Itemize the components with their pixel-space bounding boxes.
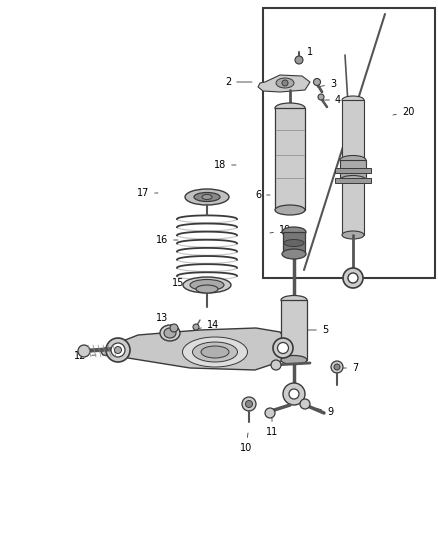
Text: 6: 6 xyxy=(255,190,270,200)
Text: 11: 11 xyxy=(266,417,278,437)
Ellipse shape xyxy=(284,239,304,246)
Text: 14: 14 xyxy=(197,320,219,330)
Ellipse shape xyxy=(276,78,294,88)
Ellipse shape xyxy=(318,94,324,100)
Ellipse shape xyxy=(246,400,252,408)
Ellipse shape xyxy=(278,343,289,353)
Text: 12: 12 xyxy=(74,351,96,361)
Bar xyxy=(335,168,371,173)
Ellipse shape xyxy=(194,192,220,201)
Ellipse shape xyxy=(190,279,224,290)
Ellipse shape xyxy=(202,195,212,199)
Bar xyxy=(342,100,364,160)
Text: 19: 19 xyxy=(270,225,291,235)
Bar xyxy=(263,8,435,278)
Text: 20: 20 xyxy=(393,107,414,117)
Ellipse shape xyxy=(281,356,307,365)
Text: 4: 4 xyxy=(322,95,341,105)
Text: 10: 10 xyxy=(240,433,252,453)
Ellipse shape xyxy=(183,337,247,367)
Text: 16: 16 xyxy=(156,235,178,245)
Ellipse shape xyxy=(160,325,180,341)
Text: 2: 2 xyxy=(225,77,252,87)
Bar xyxy=(342,180,364,235)
Ellipse shape xyxy=(334,364,340,370)
Ellipse shape xyxy=(271,360,281,370)
Ellipse shape xyxy=(273,338,293,358)
Text: 13: 13 xyxy=(156,313,171,330)
Ellipse shape xyxy=(295,56,303,64)
Ellipse shape xyxy=(342,156,364,164)
Ellipse shape xyxy=(342,96,364,104)
Text: 5: 5 xyxy=(308,325,328,335)
Ellipse shape xyxy=(275,103,305,113)
Ellipse shape xyxy=(281,295,307,304)
Ellipse shape xyxy=(314,78,321,85)
Ellipse shape xyxy=(242,397,256,411)
Ellipse shape xyxy=(283,383,305,405)
Polygon shape xyxy=(258,75,310,92)
Ellipse shape xyxy=(111,343,125,357)
Ellipse shape xyxy=(201,346,229,358)
Ellipse shape xyxy=(348,273,358,283)
Ellipse shape xyxy=(282,80,288,86)
Text: 3: 3 xyxy=(317,79,336,89)
Text: 18: 18 xyxy=(214,160,236,170)
Ellipse shape xyxy=(282,249,306,259)
Ellipse shape xyxy=(289,389,299,399)
Ellipse shape xyxy=(331,361,343,373)
Ellipse shape xyxy=(183,277,231,293)
Text: 17: 17 xyxy=(137,188,158,198)
Ellipse shape xyxy=(164,328,176,338)
Text: 9: 9 xyxy=(315,407,333,417)
Text: 15: 15 xyxy=(172,278,193,288)
Bar xyxy=(283,232,305,254)
Bar xyxy=(275,108,305,210)
Ellipse shape xyxy=(340,175,366,184)
Ellipse shape xyxy=(343,268,363,288)
Text: 8: 8 xyxy=(292,345,298,365)
Ellipse shape xyxy=(106,338,130,362)
Ellipse shape xyxy=(265,408,275,418)
Ellipse shape xyxy=(275,205,305,215)
Ellipse shape xyxy=(114,346,121,353)
Ellipse shape xyxy=(170,324,178,332)
Ellipse shape xyxy=(185,189,229,205)
Ellipse shape xyxy=(340,156,366,165)
Polygon shape xyxy=(100,328,290,370)
Bar xyxy=(281,300,307,360)
Ellipse shape xyxy=(282,227,306,237)
Bar xyxy=(340,160,366,180)
Ellipse shape xyxy=(196,285,218,293)
Bar xyxy=(335,178,371,183)
Ellipse shape xyxy=(78,345,90,357)
Text: 7: 7 xyxy=(340,363,358,373)
Ellipse shape xyxy=(300,399,310,409)
Ellipse shape xyxy=(193,324,199,330)
Text: 1: 1 xyxy=(299,47,313,58)
Ellipse shape xyxy=(192,342,237,362)
Ellipse shape xyxy=(342,231,364,239)
